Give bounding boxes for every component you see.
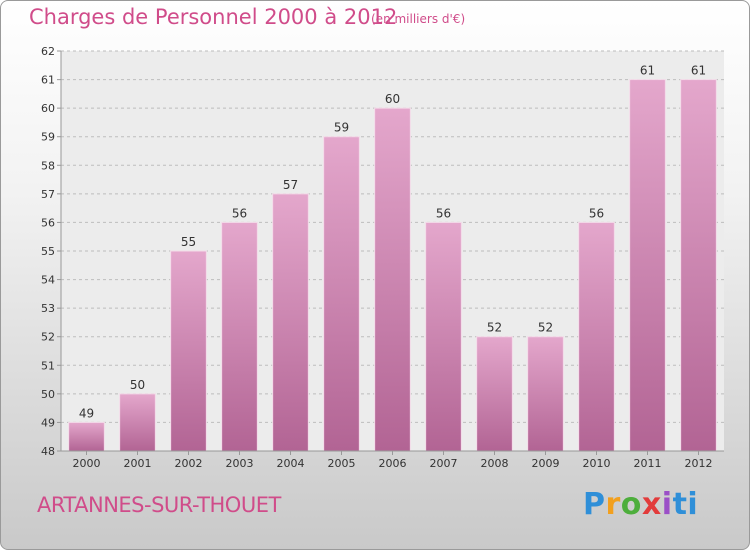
x-tick-label-2002: 2002 — [175, 457, 203, 470]
value-label-2002: 55 — [181, 235, 196, 249]
bar-2003 — [221, 221, 258, 452]
bar-2006 — [374, 107, 411, 452]
y-tick-label: 55 — [41, 245, 55, 258]
bar-2004 — [272, 193, 309, 452]
chart-subtitle: (en milliers d'€) — [371, 12, 466, 26]
x-tick-label-2007: 2007 — [430, 457, 458, 470]
x-axis-ticks: 2000 2001 2002 2003 2004 2005 2006 2007 2008 2009… — [73, 451, 713, 470]
value-label-2000: 49 — [79, 406, 94, 420]
y-tick-label: 48 — [41, 445, 55, 458]
x-tick-label-2004: 2004 — [277, 457, 305, 470]
x-tick-label-2012: 2012 — [685, 457, 713, 470]
bar-2002 — [170, 250, 207, 452]
place-name: ARTANNES-SUR-THOUET — [37, 493, 281, 517]
logo-letter: P — [583, 487, 606, 522]
x-tick-label-2005: 2005 — [328, 457, 356, 470]
bar-2009 — [527, 336, 564, 452]
y-tick-label: 51 — [41, 359, 55, 372]
y-tick-label: 59 — [41, 131, 55, 144]
bar-2000 — [68, 421, 105, 452]
y-tick-label: 54 — [41, 274, 55, 287]
value-label-2006: 60 — [385, 92, 400, 106]
bar-2008 — [476, 336, 513, 452]
x-tick-label-2011: 2011 — [634, 457, 662, 470]
y-tick-label: 52 — [41, 331, 55, 344]
bars — [68, 79, 717, 452]
value-label-2008: 52 — [487, 321, 502, 335]
y-tick-label: 50 — [41, 388, 55, 401]
bar-2010 — [578, 221, 615, 452]
x-tick-label-2009: 2009 — [532, 457, 560, 470]
y-tick-label: 57 — [41, 188, 55, 201]
bar-2012 — [680, 79, 717, 452]
bar-2011 — [629, 79, 666, 452]
x-tick-label-2003: 2003 — [226, 457, 254, 470]
value-label-2012: 61 — [691, 64, 706, 78]
logo-letter: o — [620, 487, 642, 522]
value-label-2009: 52 — [538, 321, 553, 335]
value-label-2010: 56 — [589, 206, 604, 220]
x-tick-label-2006: 2006 — [379, 457, 407, 470]
bar-2007 — [425, 221, 462, 452]
logo-letter: r — [605, 487, 621, 522]
value-label-2004: 57 — [283, 178, 298, 192]
y-tick-label: 56 — [41, 216, 55, 229]
x-tick-label-2010: 2010 — [583, 457, 611, 470]
logo-letter: x — [641, 487, 662, 522]
value-label-2011: 61 — [640, 64, 655, 78]
x-tick-label-2001: 2001 — [124, 457, 152, 470]
logo-letter: i — [661, 487, 673, 522]
value-label-2007: 56 — [436, 206, 451, 220]
value-label-2001: 50 — [130, 378, 145, 392]
x-tick-label-2008: 2008 — [481, 457, 509, 470]
y-tick-label: 58 — [41, 159, 55, 172]
y-tick-label: 61 — [41, 74, 55, 87]
value-label-2005: 59 — [334, 121, 349, 135]
value-label-2003: 56 — [232, 206, 247, 220]
y-tick-label: 49 — [41, 416, 55, 429]
y-tick-label: 62 — [41, 45, 55, 58]
x-tick-label-2000: 2000 — [73, 457, 101, 470]
proxiti-logo: Proxiti — [583, 487, 698, 522]
chart-title: Charges de Personnel 2000 à 2012 — [29, 5, 398, 29]
bar-2001 — [119, 393, 156, 452]
logo-letter: ti — [672, 487, 699, 522]
y-tick-label: 53 — [41, 302, 55, 315]
y-tick-label: 60 — [41, 102, 55, 115]
y-axis-ticks: 48 49 50 51 52 53 54 55 56 57 58 59 60 61 62 — [41, 45, 61, 458]
value-labels: 49 50 55 56 57 59 60 56 52 52 56 61 61 — [79, 64, 706, 421]
bar-2005 — [323, 136, 360, 452]
